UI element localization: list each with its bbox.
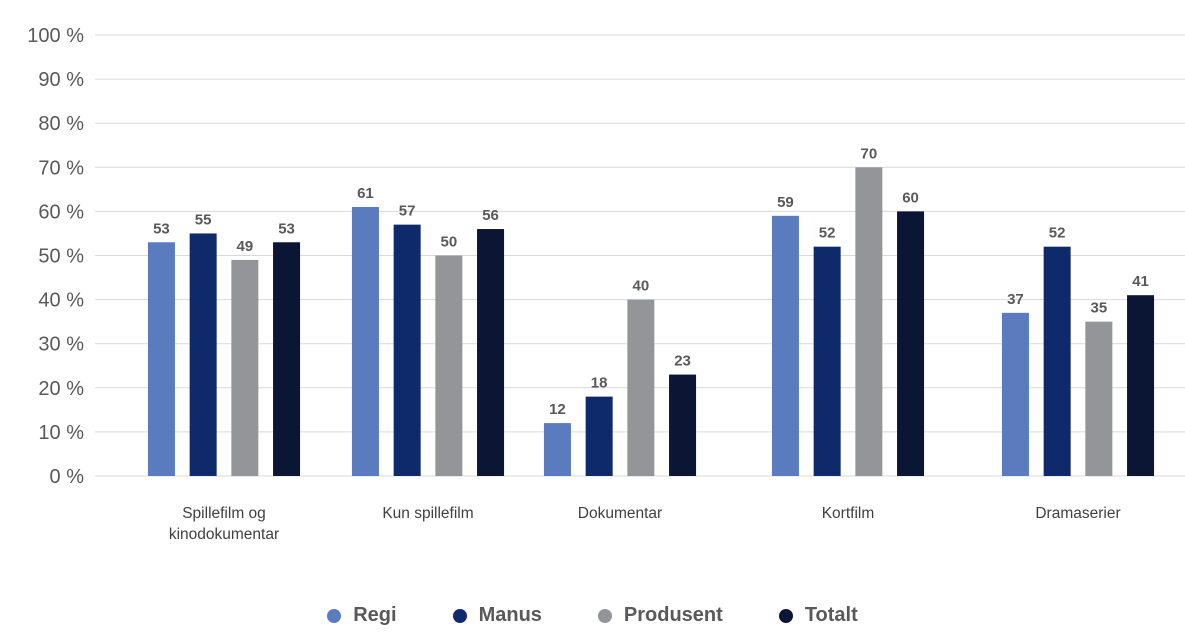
legend-marker — [597, 608, 612, 623]
data-label: 59 — [777, 194, 794, 211]
data-label: 55 — [195, 211, 212, 228]
legend-marker — [452, 608, 467, 623]
bar — [435, 255, 463, 476]
bar — [147, 242, 175, 476]
chart-legend: Regi Manus Produsent Totalt — [0, 604, 1185, 627]
data-label: 49 — [237, 238, 254, 255]
data-label: 37 — [1007, 291, 1024, 308]
bar — [897, 211, 925, 476]
legend-item: Manus — [452, 604, 542, 627]
bar — [1043, 246, 1071, 476]
bar — [273, 242, 301, 476]
y-tick-label: 0 % — [50, 466, 85, 488]
y-tick-label: 70 % — [38, 157, 84, 179]
data-label: 50 — [441, 234, 458, 251]
bar — [543, 423, 571, 476]
data-label: 53 — [278, 220, 295, 237]
x-tick-label: Dokumentar — [578, 505, 662, 522]
legend-marker — [778, 608, 793, 623]
data-label: 52 — [1049, 225, 1066, 242]
x-tick-label: Spillefilm og — [182, 505, 266, 522]
y-tick-label: 80 % — [38, 113, 84, 135]
y-tick-label: 40 % — [38, 290, 84, 312]
bar — [393, 224, 421, 476]
legend-item: Produsent — [597, 604, 723, 627]
bar — [585, 396, 613, 476]
data-label: 41 — [1132, 273, 1149, 290]
bar — [477, 229, 505, 476]
x-tick-label: kinodokumentar — [169, 526, 279, 543]
y-tick-label: 50 % — [38, 246, 84, 268]
x-tick-label: Kun spillefilm — [382, 505, 473, 522]
data-label: 35 — [1091, 300, 1108, 317]
y-tick-label: 20 % — [38, 378, 84, 400]
y-tick-label: 30 % — [38, 334, 84, 356]
y-tick-label: 10 % — [38, 422, 84, 444]
x-tick-label: Kortfilm — [822, 505, 875, 522]
bar — [1127, 295, 1155, 476]
y-tick-label: 100 % — [27, 25, 84, 47]
data-label: 60 — [902, 189, 919, 206]
data-label: 53 — [153, 220, 170, 237]
bar — [813, 246, 841, 476]
data-label: 23 — [674, 353, 691, 370]
bar — [855, 167, 883, 477]
bar-chart: 0 % 10 % 20 % 30 % 40 % 50 % 60 % 70 % 80 % 90 % 1… — [27, 25, 1185, 543]
y-tick-label: 60 % — [38, 201, 84, 223]
x-tick-label: Dramaserier — [1035, 505, 1120, 522]
legend-label: Regi — [353, 604, 397, 626]
bar — [1085, 321, 1113, 476]
y-tick-label: 90 % — [38, 69, 84, 91]
data-label: 40 — [633, 278, 650, 295]
bar — [189, 233, 217, 476]
bar — [231, 259, 259, 476]
legend-item: Totalt — [778, 604, 858, 627]
legend-marker — [327, 608, 342, 623]
data-label: 18 — [591, 375, 608, 392]
data-label: 57 — [399, 203, 416, 220]
legend-item: Regi — [327, 604, 397, 627]
legend-label: Totalt — [804, 604, 858, 626]
bar — [771, 215, 799, 476]
bar — [1001, 312, 1029, 476]
bar — [627, 299, 655, 476]
bar — [669, 374, 697, 476]
bar — [351, 206, 379, 477]
data-label: 56 — [482, 207, 499, 224]
data-label: 61 — [357, 185, 374, 202]
data-label: 12 — [549, 401, 566, 418]
legend-label: Produsent — [623, 604, 723, 626]
data-label: 52 — [819, 225, 836, 242]
data-label: 70 — [861, 145, 878, 162]
legend-label: Manus — [478, 604, 542, 626]
